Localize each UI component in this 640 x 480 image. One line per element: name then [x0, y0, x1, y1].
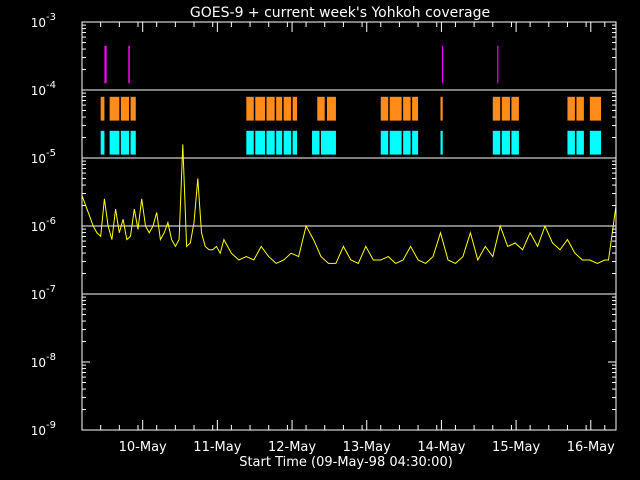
coverage-bar — [576, 96, 584, 121]
coverage-bar — [109, 96, 120, 121]
coverage-bar — [412, 96, 419, 121]
y-axis: 10-9 10-8 10-7 10-6 10-5 10-4 10-3 — [31, 12, 616, 438]
x-tick-label: 15-May — [492, 440, 540, 455]
coverage-bar — [100, 96, 105, 121]
x-axis: 10-May 11-May 12-May 13-May 14-May 15-May 16-M… — [81, 22, 615, 455]
coverage-bar — [312, 130, 320, 155]
coverage-bar — [326, 96, 336, 121]
y-tick-label: 10-9 — [31, 420, 56, 438]
coverage-bar — [511, 96, 519, 121]
coverage-bar — [292, 96, 298, 121]
y-tick-label: 10-5 — [31, 148, 56, 166]
coverage-bar — [109, 130, 120, 155]
coverage-bar — [104, 45, 107, 84]
coverage-bar — [497, 45, 499, 84]
coverage-bar — [389, 130, 402, 155]
x-tick-label: 14-May — [417, 440, 465, 455]
x-tick-label: 13-May — [343, 440, 391, 455]
coverage-bar — [403, 130, 411, 155]
coverage-bar — [589, 130, 602, 155]
coverage-bar — [589, 96, 602, 121]
coverage-bar — [380, 96, 389, 121]
coverage-bar — [567, 130, 575, 155]
coverage-bar — [440, 130, 443, 155]
x-tick-label: 11-May — [193, 440, 241, 455]
coverage-bar — [266, 130, 275, 155]
coverage-bar — [440, 96, 443, 121]
coverage-bar — [100, 130, 105, 155]
coverage-bar — [283, 96, 292, 121]
coverage-bar — [128, 45, 130, 84]
coverage-bar — [246, 130, 254, 155]
coverage-bar — [403, 96, 411, 121]
coverage-bar — [266, 96, 275, 121]
yohkoh-coverage-bars — [100, 45, 602, 155]
y-tick-label: 10-8 — [31, 352, 56, 370]
coverage-bar — [441, 45, 444, 84]
coverage-bar — [492, 96, 501, 121]
coverage-bar — [380, 130, 389, 155]
coverage-bar — [255, 130, 265, 155]
y-tick-label: 10-4 — [31, 80, 56, 98]
coverage-bar — [576, 130, 584, 155]
coverage-bar — [276, 130, 283, 155]
goes-flux-series — [81, 144, 617, 265]
coverage-bar — [389, 96, 402, 121]
coverage-bar — [292, 130, 298, 155]
coverage-bar — [511, 130, 519, 155]
x-tick-label: 12-May — [268, 440, 316, 455]
y-tick-label: 10-7 — [31, 284, 56, 302]
coverage-bar — [501, 130, 510, 155]
coverage-bar — [283, 130, 292, 155]
flux-line — [81, 144, 617, 265]
coverage-bar — [317, 96, 325, 121]
coverage-bar — [130, 130, 136, 155]
chart-title: GOES-9 + current week's Yohkoh coverage — [190, 5, 490, 21]
coverage-bar — [130, 96, 136, 121]
x-tick-label: 16-May — [567, 440, 615, 455]
x-tick-label: 10-May — [119, 440, 167, 455]
coverage-bar — [276, 96, 283, 121]
coverage-bar — [492, 130, 501, 155]
coverage-bar — [120, 96, 130, 121]
y-tick-label: 10-3 — [31, 12, 56, 30]
coverage-bar — [567, 96, 575, 121]
coverage-bar — [255, 96, 265, 121]
x-axis-label: Start Time (09-May-98 04:30:00) — [239, 455, 453, 470]
coverage-bar — [246, 96, 254, 121]
coverage-bar — [501, 96, 510, 121]
coverage-bar — [412, 130, 419, 155]
coverage-bar — [120, 130, 130, 155]
y-tick-label: 10-6 — [31, 216, 56, 234]
coverage-bar — [320, 130, 336, 155]
gridlines — [82, 89, 616, 295]
